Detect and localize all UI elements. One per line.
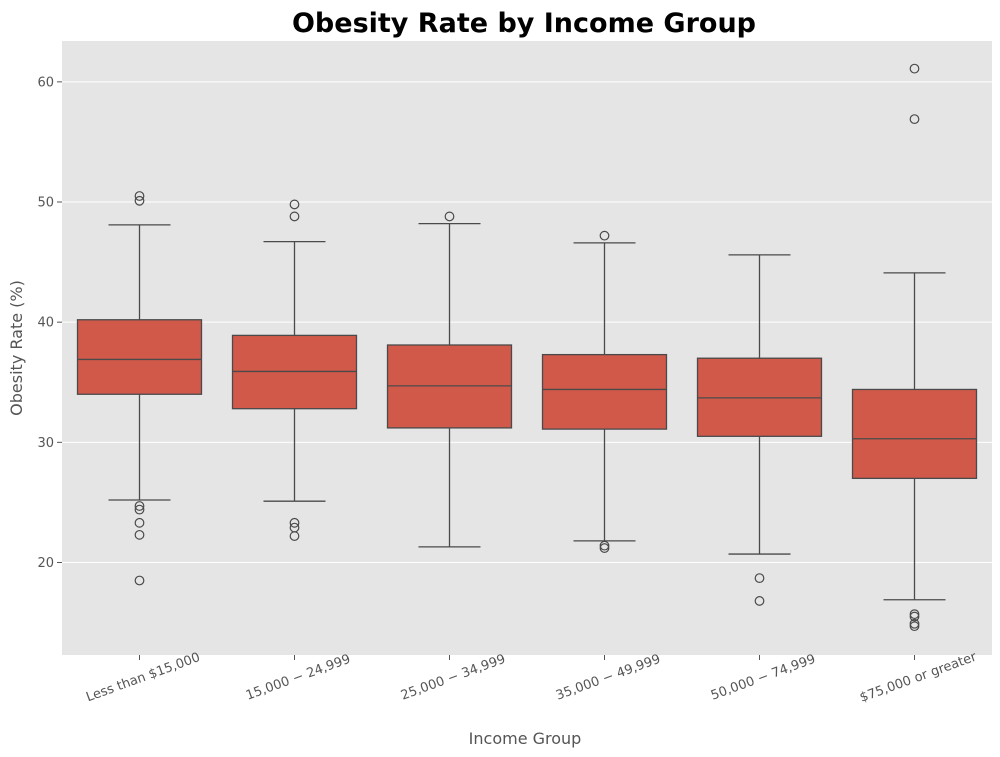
outlier-point <box>754 573 765 583</box>
box-group-4 <box>696 254 823 606</box>
x-axis-ticks: Less than $15,000 15,000 − 24,999 25,000 −… <box>84 649 979 705</box>
x-tick-label-1: 15,000 − 24,999 <box>244 652 353 704</box>
outlier-point <box>134 575 145 586</box>
y-tick-label-40: 40 <box>37 316 54 331</box>
outlier-point <box>599 230 610 241</box>
x-axis-label: Income Group <box>469 729 582 748</box>
y-tick-label-60: 60 <box>37 75 54 90</box>
box-series <box>76 63 978 632</box>
outlier-point <box>599 543 610 553</box>
outlier-point <box>134 517 145 528</box>
outlier-point <box>444 211 455 222</box>
box-group-0 <box>76 191 203 586</box>
outlier-point <box>599 540 610 551</box>
y-tick-label-50: 50 <box>37 196 54 211</box>
y-axis-label: Obesity Rate (%) <box>7 280 26 416</box>
outlier-point <box>134 195 145 206</box>
box-iqr <box>541 353 668 430</box>
box-group-5 <box>851 63 978 632</box>
box-group-1 <box>231 199 358 541</box>
outlier-point <box>754 596 765 606</box>
box-iqr <box>76 319 203 395</box>
outlier-point <box>134 529 145 540</box>
x-tick-label-2: 25,000 − 34,999 <box>399 652 508 704</box>
x-tick-label-0: Less than $15,000 <box>84 650 202 705</box>
box-group-3 <box>541 230 668 553</box>
outlier-point <box>289 199 300 210</box>
outlier-point <box>909 609 920 620</box>
y-tick-label-30: 30 <box>37 436 54 451</box>
x-tick-label-3: 35,000 − 49,999 <box>554 652 663 704</box>
outlier-point <box>134 504 145 515</box>
outlier-point <box>909 618 920 629</box>
plot-background <box>62 41 992 655</box>
outlier-point <box>909 63 920 74</box>
y-tick-label-20: 20 <box>37 556 54 571</box>
box-group-2 <box>386 211 513 548</box>
outlier-point <box>134 191 145 201</box>
box-iqr <box>851 388 978 480</box>
chart-title: Obesity Rate by Income Group <box>292 8 756 39</box>
outlier-point <box>909 611 920 622</box>
outlier-point <box>289 211 300 222</box>
gridlines <box>62 81 992 563</box>
outlier-point <box>909 621 920 632</box>
x-tick-label-4: 50,000 − 74,999 <box>709 652 818 704</box>
outlier-point <box>909 114 920 125</box>
y-axis-ticks: 20 30 40 50 60 <box>37 75 62 571</box>
outlier-point <box>134 501 145 511</box>
outlier-point <box>289 531 300 541</box>
outlier-point <box>289 517 300 528</box>
x-tick-label-5: $75,000 or greater <box>858 649 979 705</box>
